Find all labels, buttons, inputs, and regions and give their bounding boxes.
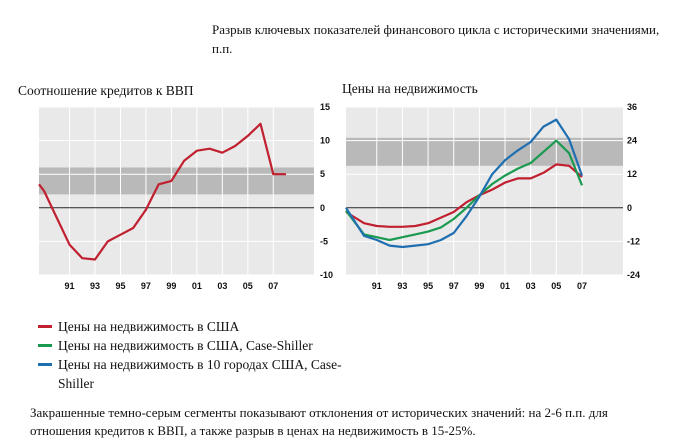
legend-label: Цены на недвижимость в США, Case-Shiller (58, 338, 313, 353)
page-title: Разрыв ключевых показателей финансового … (212, 22, 660, 56)
x-tick-label: 99 (166, 281, 176, 291)
x-tick-label: 07 (577, 281, 587, 291)
x-tick-label: 95 (115, 281, 125, 291)
chart-panel-0: 15 10 5 0 -5 -10 91 93 95 97 99 01 03 05 07 (38, 102, 333, 291)
legend-item-us-real-estate: Цены на недвижимость в США (38, 317, 358, 336)
legend-label: Цены на недвижимость в США (58, 319, 240, 334)
x-tick-label: 05 (243, 281, 253, 291)
x-tick-label: 03 (217, 281, 227, 291)
charts-area: 15 10 5 0 -5 -10 91 93 95 97 99 01 03 05 07 36 24 12 0 -12 -… (38, 102, 640, 291)
y-tick-label: 24 (627, 136, 637, 146)
series-line-0 (345, 163, 583, 228)
x-tick-label: 93 (90, 281, 100, 291)
historical-band (346, 137, 623, 166)
y-tick-label: -10 (320, 270, 333, 280)
y-tick-label: 0 (320, 203, 325, 213)
y-tick-label: -24 (627, 270, 640, 280)
legend-item-case-shiller-10: Цены на недвижимость в 10 городах США, C… (38, 355, 358, 393)
x-tick-label: 91 (372, 281, 382, 291)
series-line-1 (345, 139, 584, 242)
legend: Цены на недвижимость в США Цены на недви… (38, 317, 358, 393)
y-tick-label: 12 (627, 169, 637, 179)
y-tick-label: 10 (320, 136, 330, 146)
y-tick-label: -12 (627, 236, 640, 246)
x-tick-label: 05 (551, 281, 561, 291)
x-tick-label: 07 (268, 281, 278, 291)
y-tick-label: 5 (320, 169, 325, 179)
y-tick-label: 0 (627, 203, 632, 213)
chart-panel-1: 36 24 12 0 -12 -24 91 93 95 97 99 01 03 05 07 (345, 102, 640, 291)
x-tick-label: 01 (500, 281, 510, 291)
x-tick-label: 91 (65, 281, 75, 291)
chart-title-real-estate: Цены на недвижимость (342, 81, 478, 96)
x-tick-label: 99 (474, 281, 484, 291)
x-tick-label: 03 (526, 281, 536, 291)
y-tick-label: 15 (320, 102, 330, 112)
y-tick-label: -5 (320, 236, 328, 246)
footnote: Закрашенные темно-серым сегменты показыв… (30, 405, 608, 438)
x-tick-label: 95 (423, 281, 433, 291)
legend-item-case-shiller: Цены на недвижимость в США, Case-Shiller (38, 336, 358, 355)
x-tick-label: 01 (192, 281, 202, 291)
x-tick-label: 97 (141, 281, 151, 291)
legend-swatch-case-shiller (38, 344, 52, 347)
series-line-0 (38, 122, 286, 261)
x-tick-label: 93 (397, 281, 407, 291)
x-tick-label: 97 (449, 281, 459, 291)
series-line-2 (345, 118, 584, 249)
y-tick-label: 36 (627, 102, 637, 112)
legend-swatch-us-real-estate (38, 325, 52, 328)
legend-swatch-case-shiller-10 (38, 363, 52, 366)
legend-label: Цены на недвижимость в 10 городах США, C… (58, 357, 342, 391)
chart-title-credit-gdp: Соотношение кредитов к ВВП (18, 83, 194, 98)
